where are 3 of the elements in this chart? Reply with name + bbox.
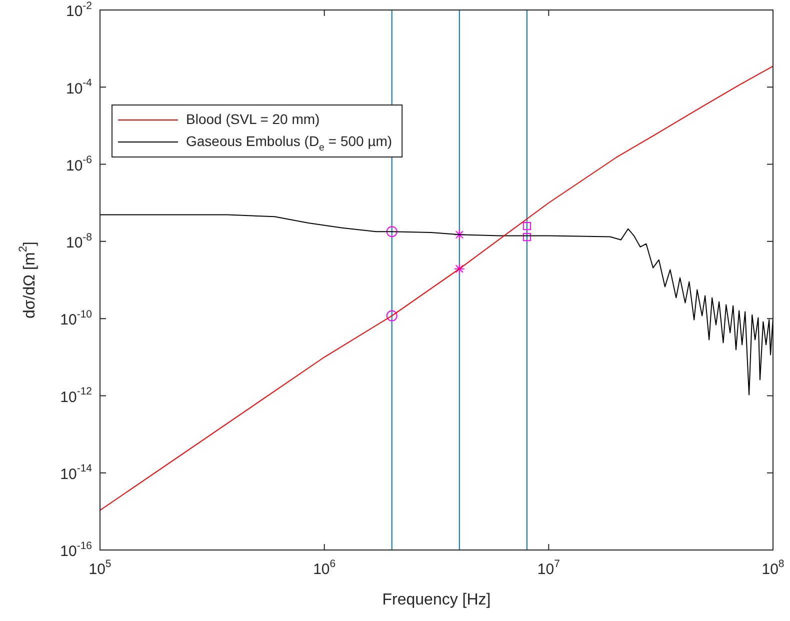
legend-label: Blood (SVL = 20 mm) xyxy=(186,110,320,127)
y-axis-title: dσ/dΩ [m2] xyxy=(18,242,38,318)
x-axis-title: Frequency [Hz] xyxy=(382,591,491,608)
